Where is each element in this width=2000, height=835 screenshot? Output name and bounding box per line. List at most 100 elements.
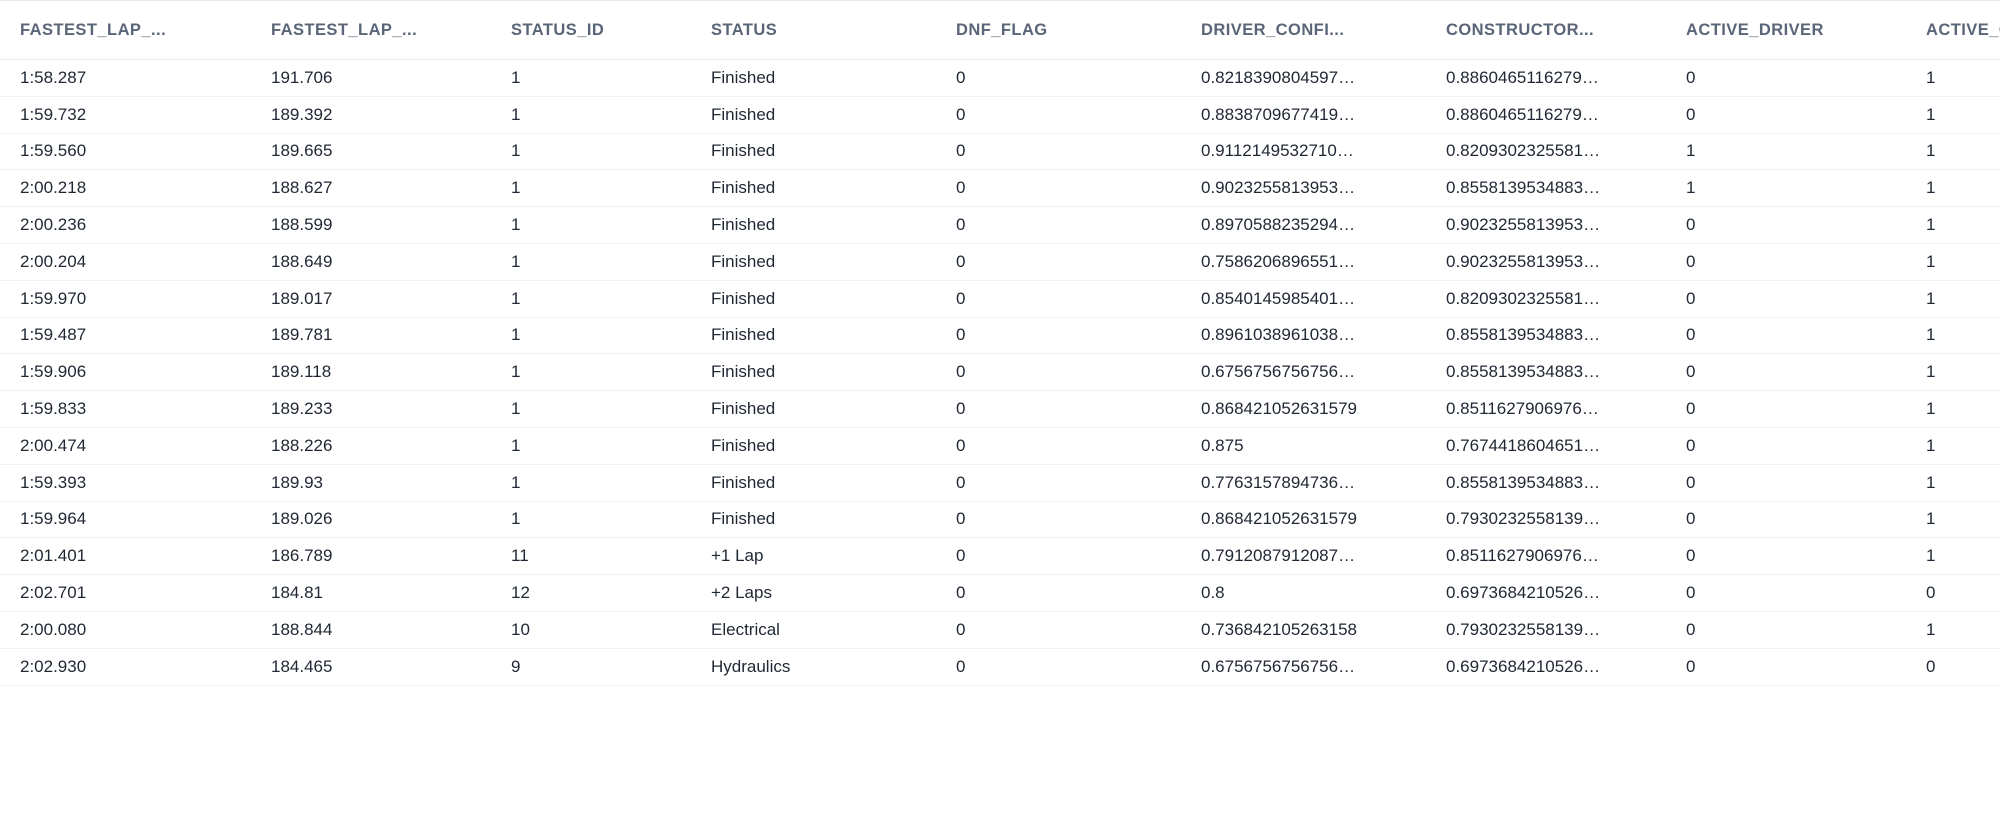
- cell-status-id: 12: [491, 574, 691, 612]
- cell-active-driver: 0: [1666, 206, 1906, 244]
- cell-active-constructor: 0: [1906, 574, 2000, 612]
- table-row[interactable]: 1:58.287 191.706 1 Finished 0 0.8218390804597…: [0, 59, 2000, 97]
- cell-status: Electrical: [691, 611, 936, 649]
- cell-dnf-flag: 0: [936, 96, 1181, 134]
- cell-active-constructor: 1: [1906, 59, 2000, 97]
- cell-constructor-reliability: 0.8860465116279…: [1426, 96, 1666, 134]
- cell-dnf-flag: 0: [936, 206, 1181, 244]
- table-row[interactable]: 2:00.218 188.627 1 Finished 0 0.9023255813953…: [0, 169, 2000, 208]
- cell-active-constructor: 1: [1906, 169, 2000, 208]
- column-header-constructor-reliability[interactable]: CONSTRUCTOR...: [1426, 0, 1666, 60]
- table-row[interactable]: 2:00.474 188.226 1 Finished 0 0.875 0.76744186…: [0, 427, 2000, 465]
- column-header-active-driver[interactable]: ACTIVE_DRIVER: [1666, 0, 1906, 60]
- cell-status-id: 1: [491, 390, 691, 428]
- cell-constructor-reliability: 0.8558139534883…: [1426, 353, 1666, 392]
- cell-constructor-reliability: 0.7930232558139…: [1426, 611, 1666, 649]
- cell-active-driver: 0: [1666, 390, 1906, 428]
- cell-constructor-reliability: 0.8209302325581…: [1426, 280, 1666, 318]
- cell-fastest-lap-speed: 189.233: [251, 390, 491, 428]
- cell-active-driver: 0: [1666, 574, 1906, 612]
- table-row[interactable]: 1:59.560 189.665 1 Finished 0 0.9112149532710…: [0, 133, 2000, 171]
- cell-constructor-reliability: 0.8860465116279…: [1426, 59, 1666, 97]
- cell-fastest-lap-time: 2:02.701: [0, 574, 251, 612]
- cell-constructor-reliability: 0.7930232558139…: [1426, 501, 1666, 539]
- table-header: FASTEST_LAP_... FASTEST_LAP_... STATUS_ID S…: [0, 0, 2000, 60]
- cell-dnf-flag: 0: [936, 133, 1181, 171]
- column-header-status-id[interactable]: STATUS_ID: [491, 0, 691, 60]
- cell-fastest-lap-time: 1:59.732: [0, 96, 251, 134]
- cell-status: Finished: [691, 427, 936, 465]
- cell-active-constructor: 1: [1906, 353, 2000, 392]
- cell-dnf-flag: 0: [936, 317, 1181, 355]
- cell-constructor-reliability: 0.6973684210526…: [1426, 574, 1666, 612]
- table-row[interactable]: 2:02.701 184.81 12 +2 Laps 0 0.8 0.69736842105…: [0, 574, 2000, 612]
- cell-fastest-lap-speed: 188.649: [251, 243, 491, 281]
- cell-status: Finished: [691, 243, 936, 281]
- cell-driver-confidence: 0.868421052631579: [1181, 501, 1426, 539]
- cell-driver-confidence: 0.7763157894736…: [1181, 464, 1426, 502]
- cell-status-id: 10: [491, 611, 691, 649]
- cell-fastest-lap-speed: 189.665: [251, 133, 491, 171]
- cell-active-driver: 0: [1666, 317, 1906, 355]
- cell-driver-confidence: 0.9112149532710…: [1181, 133, 1426, 171]
- table-row[interactable]: 1:59.906 189.118 1 Finished 0 0.6756756756756…: [0, 353, 2000, 392]
- cell-status-id: 1: [491, 353, 691, 392]
- cell-driver-confidence: 0.875: [1181, 427, 1426, 465]
- cell-status-id: 1: [491, 280, 691, 318]
- table-row[interactable]: 1:59.833 189.233 1 Finished 0 0.8684210526315…: [0, 390, 2000, 428]
- table-row[interactable]: 2:02.930 184.465 9 Hydraulics 0 0.67567567567…: [0, 648, 2000, 686]
- cell-fastest-lap-time: 2:00.080: [0, 611, 251, 649]
- table-row[interactable]: 2:00.080 188.844 10 Electrical 0 0.7368421052…: [0, 611, 2000, 649]
- table-row[interactable]: 1:59.732 189.392 1 Finished 0 0.8838709677419…: [0, 96, 2000, 134]
- cell-constructor-reliability: 0.8558139534883…: [1426, 169, 1666, 208]
- cell-constructor-reliability: 0.8511627906976…: [1426, 390, 1666, 428]
- cell-fastest-lap-speed: 188.226: [251, 427, 491, 465]
- table-row[interactable]: 1:59.970 189.017 1 Finished 0 0.8540145985401…: [0, 280, 2000, 318]
- cell-dnf-flag: 0: [936, 574, 1181, 612]
- cell-driver-confidence: 0.7912087912087…: [1181, 537, 1426, 576]
- cell-status: Finished: [691, 133, 936, 171]
- cell-status-id: 9: [491, 648, 691, 686]
- cell-active-constructor: 1: [1906, 427, 2000, 465]
- cell-fastest-lap-time: 2:00.218: [0, 169, 251, 208]
- column-header-dnf-flag[interactable]: DNF_FLAG: [936, 0, 1181, 60]
- column-header-status[interactable]: STATUS: [691, 0, 936, 60]
- table-row[interactable]: 2:00.204 188.649 1 Finished 0 0.7586206896551…: [0, 243, 2000, 281]
- table-row[interactable]: 1:59.964 189.026 1 Finished 0 0.8684210526315…: [0, 501, 2000, 539]
- cell-constructor-reliability: 0.9023255813953…: [1426, 206, 1666, 244]
- cell-status: Finished: [691, 206, 936, 244]
- cell-fastest-lap-speed: 189.118: [251, 353, 491, 392]
- cell-constructor-reliability: 0.8209302325581…: [1426, 133, 1666, 171]
- cell-fastest-lap-time: 1:59.906: [0, 353, 251, 392]
- cell-status: Finished: [691, 59, 936, 97]
- cell-constructor-reliability: 0.8558139534883…: [1426, 464, 1666, 502]
- table-row[interactable]: 2:01.401 186.789 11 +1 Lap 0 0.7912087912087……: [0, 537, 2000, 576]
- cell-active-driver: 0: [1666, 427, 1906, 465]
- cell-constructor-reliability: 0.8511627906976…: [1426, 537, 1666, 576]
- column-header-fastest-lap-speed[interactable]: FASTEST_LAP_...: [251, 0, 491, 60]
- cell-driver-confidence: 0.6756756756756…: [1181, 353, 1426, 392]
- table-row[interactable]: 1:59.393 189.93 1 Finished 0 0.7763157894736……: [0, 464, 2000, 502]
- table-row[interactable]: 1:59.487 189.781 1 Finished 0 0.8961038961038…: [0, 317, 2000, 355]
- cell-active-constructor: 1: [1906, 96, 2000, 134]
- cell-active-driver: 0: [1666, 611, 1906, 649]
- cell-status-id: 1: [491, 501, 691, 539]
- table-row[interactable]: 2:00.236 188.599 1 Finished 0 0.8970588235294…: [0, 206, 2000, 244]
- cell-fastest-lap-speed: 189.017: [251, 280, 491, 318]
- cell-dnf-flag: 0: [936, 243, 1181, 281]
- column-header-driver-confidence[interactable]: DRIVER_CONFI...: [1181, 0, 1426, 60]
- cell-status-id: 1: [491, 169, 691, 208]
- cell-dnf-flag: 0: [936, 464, 1181, 502]
- cell-driver-confidence: 0.868421052631579: [1181, 390, 1426, 428]
- cell-dnf-flag: 0: [936, 501, 1181, 539]
- column-header-active-constructor[interactable]: ACTIVE_CONST...: [1906, 0, 2000, 60]
- cell-driver-confidence: 0.8540145985401…: [1181, 280, 1426, 318]
- cell-dnf-flag: 0: [936, 59, 1181, 97]
- column-header-fastest-lap-time[interactable]: FASTEST_LAP_...: [0, 0, 251, 60]
- cell-active-constructor: 0: [1906, 648, 2000, 686]
- cell-active-constructor: 1: [1906, 317, 2000, 355]
- cell-status: Finished: [691, 169, 936, 208]
- cell-fastest-lap-speed: 184.81: [251, 574, 491, 612]
- cell-active-driver: 1: [1666, 169, 1906, 208]
- cell-status-id: 1: [491, 317, 691, 355]
